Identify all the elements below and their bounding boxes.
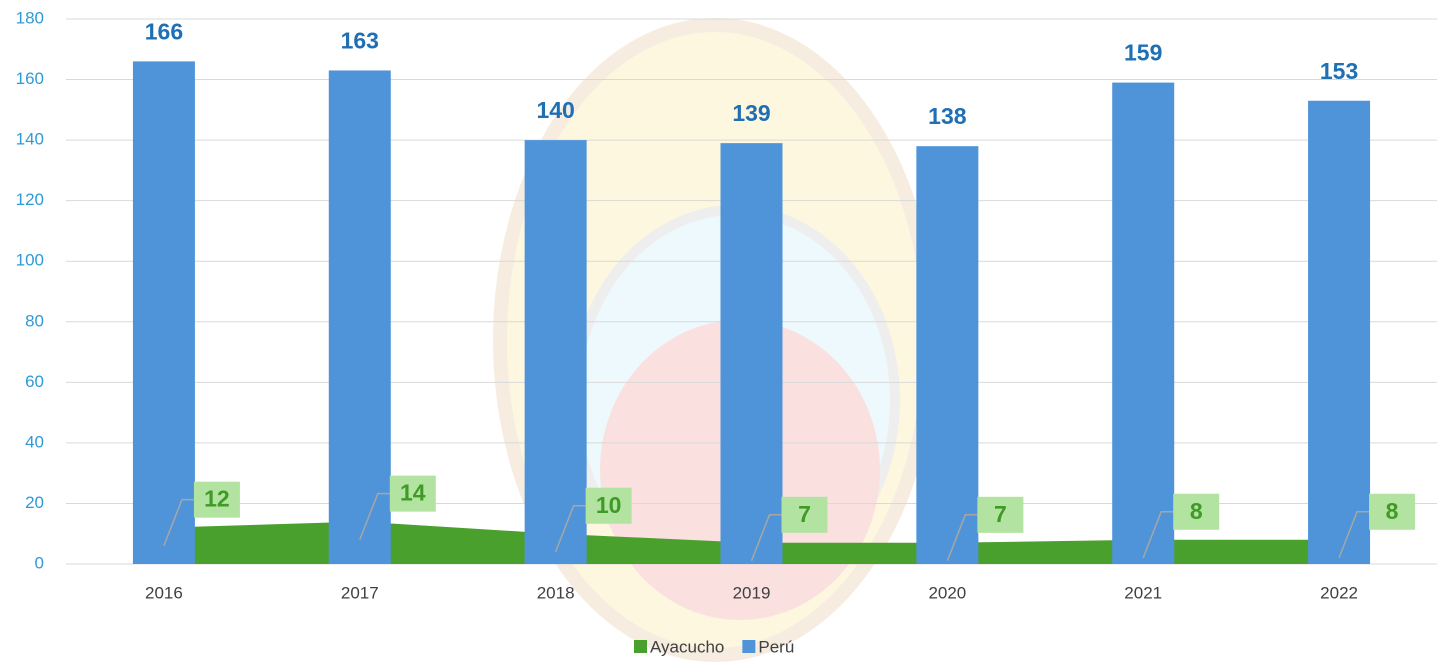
data-label: 8 <box>1386 498 1399 524</box>
data-label-box <box>977 496 1024 533</box>
data-label-box <box>781 496 828 533</box>
leader-line <box>554 504 586 552</box>
x-tick-label: 2016 <box>145 583 183 602</box>
data-label: 8 <box>1190 498 1203 524</box>
data-label: 153 <box>1320 58 1358 84</box>
y-tick-label: 160 <box>16 69 44 88</box>
data-label-box <box>585 487 632 524</box>
leader-line <box>163 498 194 546</box>
data-label: 14 <box>400 480 426 506</box>
leader-line <box>1338 511 1370 559</box>
data-label: 138 <box>928 103 967 129</box>
bar <box>1308 100 1371 564</box>
x-tick-label: 2019 <box>733 583 771 602</box>
x-tick-label: 2017 <box>341 583 379 602</box>
data-label: 159 <box>1124 40 1162 66</box>
x-tick-label: 2022 <box>1320 583 1358 602</box>
data-label-box <box>1369 493 1416 530</box>
leader-line <box>750 514 782 562</box>
x-tick-label: 2021 <box>1124 583 1162 602</box>
data-label-box <box>389 475 436 512</box>
data-label-box <box>193 481 240 518</box>
y-tick-label: 40 <box>25 432 44 451</box>
leader-line <box>1142 511 1174 559</box>
legend-label: Perú <box>758 637 794 656</box>
data-label: 10 <box>596 492 622 518</box>
data-label: 139 <box>732 100 770 126</box>
y-tick-label: 100 <box>16 251 44 270</box>
y-tick-label: 180 <box>16 8 44 27</box>
data-label: 140 <box>536 97 574 123</box>
data-label-box <box>1173 493 1220 530</box>
x-tick-label: 2018 <box>537 583 575 602</box>
data-label: 7 <box>994 501 1007 527</box>
bar <box>328 70 391 564</box>
data-label: 166 <box>145 18 183 44</box>
bar <box>1112 82 1175 564</box>
y-tick-label: 140 <box>16 130 44 149</box>
y-tick-label: 120 <box>16 190 44 209</box>
bar <box>132 61 195 565</box>
y-tick-label: 80 <box>25 311 44 330</box>
x-tick-label: 2020 <box>928 583 966 602</box>
data-label: 163 <box>341 28 379 54</box>
leader-line <box>359 492 390 540</box>
y-tick-label: 20 <box>25 493 44 512</box>
legend-swatch <box>742 640 756 653</box>
y-tick-label: 0 <box>35 553 44 572</box>
data-label: 12 <box>204 486 230 512</box>
legend-label: Ayacucho <box>650 637 724 656</box>
legend-swatch <box>634 640 647 653</box>
data-label: 7 <box>798 501 811 527</box>
bar <box>916 146 979 564</box>
bar <box>524 140 587 564</box>
bar <box>720 143 783 564</box>
y-tick-label: 60 <box>25 372 44 391</box>
leader-line <box>946 514 978 562</box>
